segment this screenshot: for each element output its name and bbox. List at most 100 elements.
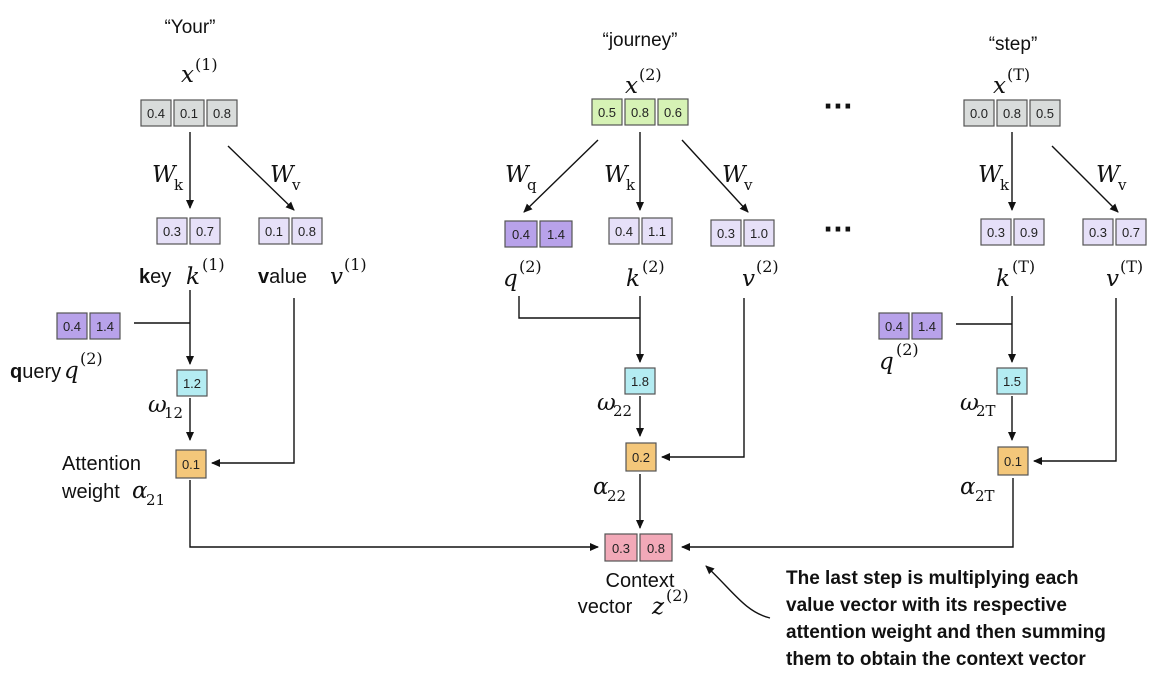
- token-word-3: “step”: [989, 34, 1038, 55]
- svg-text:x: x: [181, 62, 194, 88]
- svg-text:0.6: 0.6: [664, 105, 682, 120]
- svg-text:k: k: [626, 176, 636, 194]
- svg-text:1.2: 1.2: [183, 376, 201, 391]
- wk-label-2: W k: [604, 162, 636, 194]
- token-word-2: “journey”: [603, 30, 678, 51]
- value2-vector: 0.3 1.0: [710, 219, 775, 247]
- svg-text:α: α: [132, 478, 148, 504]
- svg-text:0.3: 0.3: [163, 224, 181, 239]
- svg-text:W: W: [978, 162, 1004, 188]
- svg-text:0.3: 0.3: [612, 541, 630, 556]
- alpha22-box: 0.2: [625, 442, 657, 472]
- svg-text:(T): (T): [1012, 257, 1035, 276]
- annotation-text: The last step is multiplying each value …: [786, 568, 1106, 670]
- svg-text:(2): (2): [639, 65, 662, 84]
- svg-text:The last step is multiplying e: The last step is multiplying each: [786, 568, 1078, 589]
- svg-text:z: z: [651, 594, 665, 620]
- svg-text:value vector with its respecti: value vector with its respective: [786, 595, 1067, 616]
- omega12-box: 1.2: [176, 369, 208, 397]
- omega2T-box: 1.5: [996, 367, 1028, 395]
- svg-text:0.5: 0.5: [598, 105, 616, 120]
- svg-text:Attention: Attention: [62, 453, 141, 475]
- key1-vector: 0.3 0.7: [156, 217, 221, 245]
- x1-sup: (1): [195, 55, 218, 74]
- svg-text:(T): (T): [1007, 65, 1030, 84]
- svg-text:21: 21: [146, 491, 165, 509]
- svg-text:12: 12: [164, 404, 183, 422]
- svg-text:0.3: 0.3: [1089, 225, 1107, 240]
- svg-text:(2): (2): [896, 340, 919, 359]
- wk-label-3: W k: [978, 162, 1010, 194]
- svg-text:0.8: 0.8: [647, 541, 665, 556]
- xT-symbol: x (T): [993, 65, 1030, 99]
- value1-vector: 0.1 0.8: [258, 217, 323, 245]
- arrow-x2-value: [681, 139, 749, 213]
- svg-text:22: 22: [607, 487, 626, 505]
- svg-text:vector: vector: [578, 596, 633, 618]
- context-vector: 0.3 0.8: [604, 533, 673, 562]
- keyT-label: k (T): [996, 257, 1035, 292]
- svg-text:22: 22: [613, 402, 632, 420]
- svg-text:0.4: 0.4: [512, 227, 530, 242]
- arrow-alpha21-context: [189, 480, 599, 551]
- alpha2T-box: 0.1: [997, 446, 1029, 476]
- svg-text:0.7: 0.7: [1122, 225, 1140, 240]
- svg-text:q: q: [503, 266, 518, 292]
- ellipsis-top: ···: [823, 92, 853, 122]
- svg-text:query: query: [10, 361, 61, 383]
- svg-text:Context: Context: [606, 570, 675, 592]
- svg-text:0.8: 0.8: [631, 105, 649, 120]
- svg-text:value: value: [258, 266, 307, 288]
- svg-text:W: W: [270, 162, 296, 188]
- x1-cell-3: [206, 99, 238, 127]
- svg-text:key: key: [139, 266, 171, 288]
- alpha21-label: Attention weight α 21: [61, 453, 165, 509]
- omega22-box: 1.8: [624, 367, 656, 395]
- svg-text:attention weight and then summ: attention weight and then summing: [786, 622, 1106, 643]
- query-col1-vector: 0.4 1.4: [56, 312, 121, 340]
- query-colT-label: q (2): [879, 340, 919, 375]
- query-col1-label: query q (2): [10, 349, 103, 384]
- ellipsis-middle: ···: [823, 215, 853, 245]
- xT-vector: 0.0 0.8 0.5: [963, 99, 1061, 127]
- x1-cell-1: [140, 99, 172, 127]
- svg-text:0.5: 0.5: [1036, 106, 1054, 121]
- line-query2-join: [518, 296, 640, 319]
- svg-text:0.0: 0.0: [970, 106, 988, 121]
- x1-cell-2: [173, 99, 205, 127]
- key2-vector: 0.4 1.1: [608, 217, 673, 245]
- x2-symbol: x (2): [625, 65, 662, 99]
- svg-text:0.4: 0.4: [615, 224, 633, 239]
- omega22-label: ω 22: [597, 390, 632, 420]
- svg-text:v: v: [1106, 266, 1119, 292]
- svg-text:1.5: 1.5: [1003, 374, 1021, 389]
- svg-text:1.4: 1.4: [918, 319, 936, 334]
- wk-label-1: W k: [152, 162, 184, 194]
- arrow-value1-alpha: [211, 298, 295, 467]
- svg-text:(1): (1): [344, 255, 367, 274]
- svg-text:0.1: 0.1: [265, 224, 283, 239]
- svg-text:(1): (1): [202, 255, 225, 274]
- annotation-arrow: [705, 565, 771, 619]
- svg-text:1.1: 1.1: [648, 224, 666, 239]
- valueT-vector: 0.3 0.7: [1082, 218, 1147, 246]
- svg-text:W: W: [152, 162, 178, 188]
- wv-label-2: W v: [722, 162, 753, 194]
- svg-text:2T: 2T: [976, 402, 996, 420]
- svg-text:k: k: [186, 264, 200, 290]
- x1-val-3: 0.8: [213, 106, 231, 121]
- svg-text:v: v: [1117, 176, 1127, 194]
- svg-text:1.4: 1.4: [547, 227, 565, 242]
- x1-val-1: 0.4: [147, 106, 165, 121]
- wq-label-2: W q: [505, 162, 537, 194]
- key1-label: key k (1): [139, 255, 225, 290]
- svg-text:0.9: 0.9: [1020, 225, 1038, 240]
- svg-text:0.8: 0.8: [298, 224, 316, 239]
- svg-text:x: x: [625, 73, 638, 99]
- svg-text:0.4: 0.4: [63, 319, 81, 334]
- arrow-x2-query: [523, 139, 599, 213]
- svg-text:0.2: 0.2: [632, 450, 650, 465]
- svg-text:0.7: 0.7: [196, 224, 214, 239]
- query2-vector: 0.4 1.4: [504, 220, 573, 248]
